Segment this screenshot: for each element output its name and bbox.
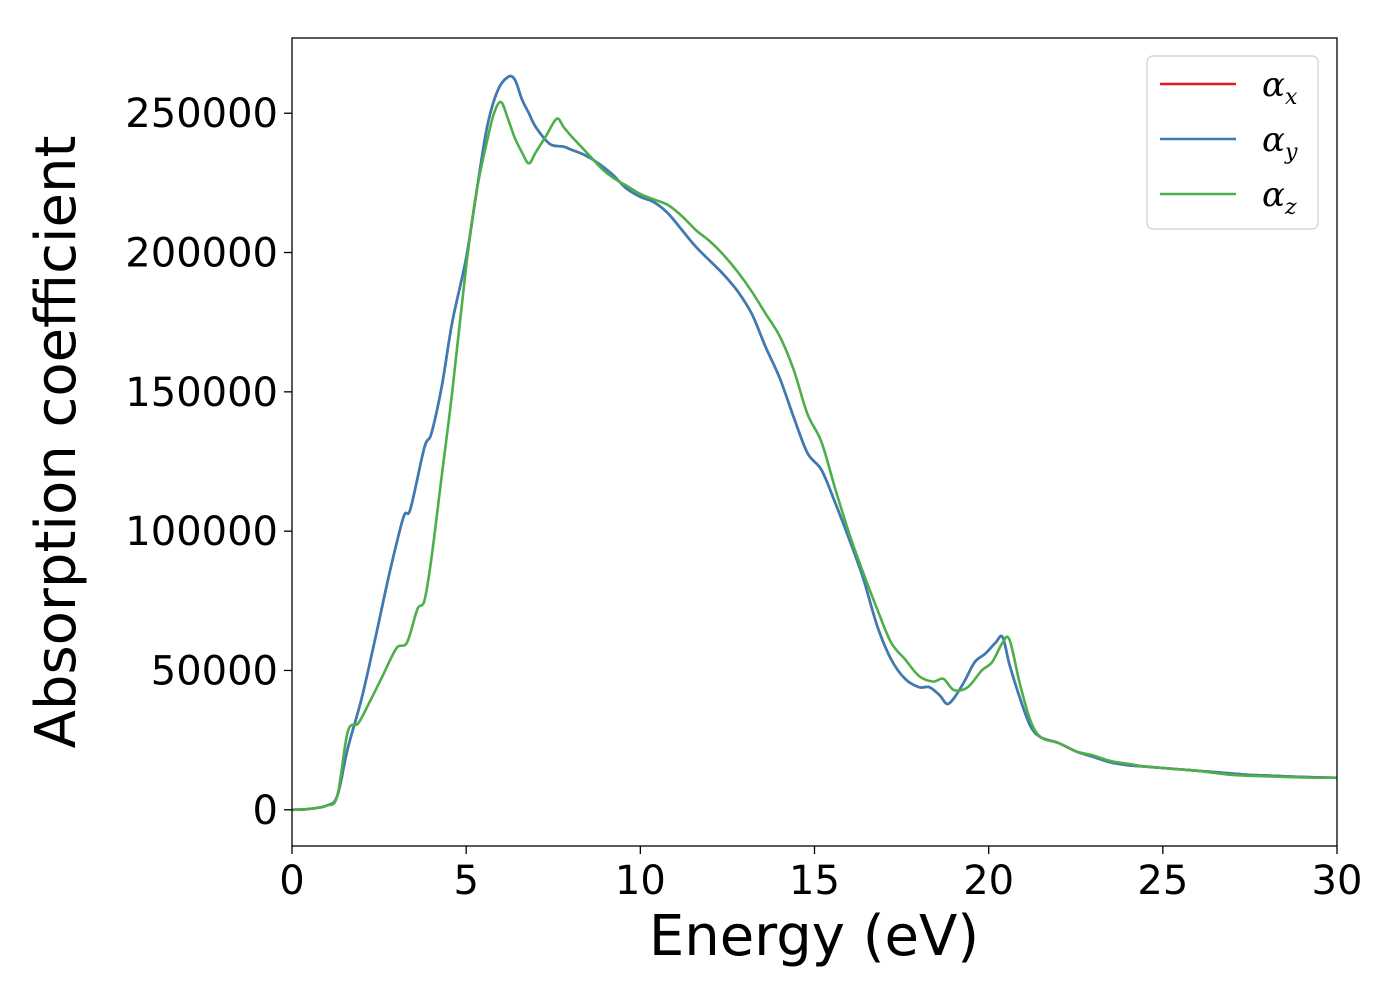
x-tick-label: 30 (1312, 858, 1363, 904)
legend-label-x: αx (1262, 65, 1298, 110)
legend-label-z: αz (1262, 175, 1297, 220)
x-tick-label: 20 (963, 858, 1014, 904)
y-axis-title: Absorption coefficient (24, 136, 89, 749)
legend-subscript: x (1285, 85, 1298, 110)
x-tick-label: 0 (279, 858, 304, 904)
legend-box (1146, 55, 1319, 230)
x-tick-label: 5 (453, 858, 478, 904)
x-tick-label: 15 (789, 858, 840, 904)
y-tick-label: 250000 (125, 91, 278, 137)
legend-label-y: αy (1262, 120, 1298, 165)
x-tick-label: 10 (615, 858, 666, 904)
y-tick-label: 200000 (125, 231, 278, 277)
legend-symbol: α (1262, 120, 1285, 160)
y-tick-label: 0 (253, 788, 278, 834)
x-tick-label: 25 (1137, 858, 1188, 904)
y-tick-label: 100000 (125, 509, 278, 555)
series-layer (291, 74, 1338, 812)
legend-subscript: z (1284, 195, 1297, 220)
y-tick-label: 150000 (125, 370, 278, 416)
legend-symbol: α (1262, 175, 1285, 215)
series-line-y (291, 74, 1338, 812)
x-axis-title: Energy (eV) (649, 904, 979, 969)
y-axis: 0 50000 100000 150000 200000 250000 (125, 91, 292, 834)
series-line-z (291, 100, 1338, 812)
legend-subscript: y (1284, 140, 1298, 165)
legend-symbol: α (1262, 65, 1285, 105)
y-tick-label: 50000 (151, 648, 278, 694)
x-axis: 0 5 10 15 20 25 30 (279, 846, 1362, 904)
